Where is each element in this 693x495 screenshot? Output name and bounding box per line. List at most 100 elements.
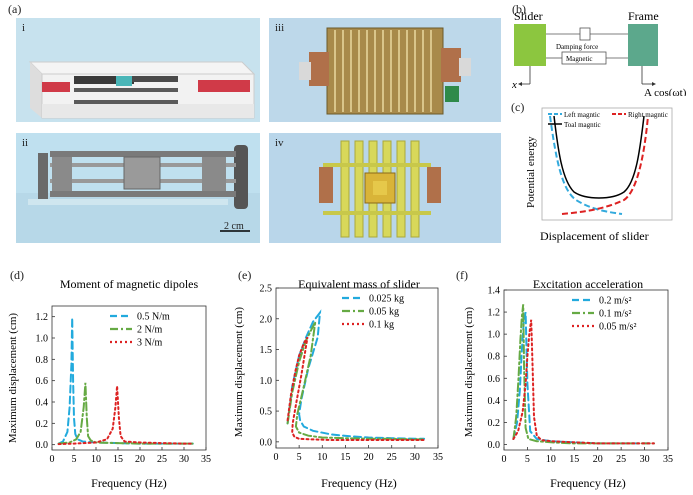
series-line [286, 321, 426, 441]
x-tick-label: 35 [663, 454, 673, 465]
x-tick-label: 5 [525, 454, 530, 465]
y-tick-label: 0.0 [488, 440, 501, 451]
legend-label: 0.025 kg [369, 294, 404, 305]
photo-i-label: i [22, 22, 26, 34]
chart-e-mass: Equivalent mass of slider Frequency (Hz)… [233, 277, 443, 490]
x-tick-label: 0 [274, 452, 279, 463]
slider-block [514, 24, 546, 66]
y-tick-label: 0.6 [36, 376, 49, 387]
x-tick-label: 15 [340, 452, 350, 463]
x-tick-label: 15 [113, 454, 123, 465]
y-tick-label: 0.8 [488, 352, 501, 363]
y-tick-label: 0.4 [488, 396, 501, 407]
x-tick-label: 20 [135, 454, 145, 465]
y-tick-label: 1.2 [36, 312, 49, 323]
chart-d-title: Moment of magnetic dipoles [60, 277, 199, 291]
right-potential-curve [561, 115, 649, 215]
photo-iii-label: iii [275, 22, 285, 34]
y-tick-label: 2.0 [260, 314, 273, 325]
y-tick-label: 0.0 [260, 437, 273, 448]
photo-ii-label: ii [22, 137, 29, 149]
chart-e-title: Equivalent mass of slider [298, 277, 420, 291]
magnetic-label: Magnetic [566, 55, 592, 63]
legend-label: 2 N/m [137, 325, 163, 336]
plot-frame [275, 287, 439, 449]
chart-d-xlabel: Frequency (Hz) [91, 476, 167, 490]
panel-label-c: (c) [511, 100, 525, 114]
legend-total: Toal magntic [564, 121, 601, 129]
series-line [57, 382, 194, 445]
photo-ii-device: ii 2 cm [16, 133, 260, 243]
legend-label: 0.5 N/m [137, 312, 170, 323]
frame-block [628, 24, 658, 66]
potential-ylabel: Potential energy [525, 136, 537, 208]
potential-xlabel: Displacement of slider [540, 229, 649, 243]
series-line [286, 309, 426, 440]
plot-frame [51, 305, 207, 451]
series-line [57, 385, 194, 446]
legend-left: Left magntic [564, 111, 600, 119]
chart-f-xlabel: Frequency (Hz) [550, 476, 626, 490]
y-tick-label: 0.4 [36, 398, 49, 409]
total-potential-curve [553, 115, 645, 199]
photo-iv-label: iv [275, 137, 284, 149]
y-tick-label: 2.5 [260, 284, 273, 295]
y-tick-label: 0.0 [36, 440, 49, 451]
chart-d-ylabel: Maximum displacement (cm) [7, 313, 19, 443]
chart-f-title: Excitation acceleration [533, 277, 643, 291]
legend-label: 0.2 m/s² [599, 296, 631, 307]
x-tick-label: 5 [297, 452, 302, 463]
excitation-label: A cos(ωt) [644, 87, 687, 96]
y-tick-label: 1.5 [260, 345, 273, 356]
y-tick-label: 1.2 [488, 308, 501, 319]
slider-label: Slider [514, 9, 543, 23]
y-tick-label: 1.4 [488, 286, 501, 297]
x-tick-label: 35 [201, 454, 211, 465]
x-tick-label: 30 [410, 452, 420, 463]
chart-d-moment: Moment of magnetic dipoles Frequency (Hz… [7, 277, 211, 490]
x-tick-label: 15 [569, 454, 579, 465]
y-tick-label: 0.2 [488, 418, 501, 429]
photo-i-render: i [16, 18, 260, 122]
pcb-graphic [299, 27, 471, 115]
y-tick-label: 1.0 [488, 330, 501, 341]
board-graphic [319, 140, 441, 238]
device-photo-graphic [16, 145, 260, 243]
legend-label: 0.1 kg [369, 320, 394, 331]
scale-bar-label: 2 cm [224, 221, 244, 232]
series-line [512, 319, 655, 445]
x-tick-label: 25 [387, 452, 397, 463]
damping-label: Damping force [556, 43, 598, 51]
x-tick-label: 25 [157, 454, 167, 465]
plot-frame [503, 289, 669, 451]
x-tick-label: 5 [72, 454, 77, 465]
legend-label: 0.05 m/s² [599, 322, 636, 333]
chart-f-acceleration: Excitation acceleration Frequency (Hz) M… [463, 277, 673, 490]
y-tick-label: 0.6 [488, 374, 501, 385]
left-potential-curve [549, 115, 623, 215]
x-tick-label: 30 [179, 454, 189, 465]
x-tick-label: 10 [91, 454, 101, 465]
y-tick-label: 0.2 [36, 419, 49, 430]
photo-iv-board: iv [269, 133, 501, 243]
potential-plot-frame [541, 107, 673, 221]
frame-label: Frame [628, 9, 659, 23]
y-tick-label: 0.8 [36, 355, 49, 366]
panel-label-b: (b) [512, 2, 526, 16]
legend-label: 3 N/m [137, 338, 163, 349]
chart-f-ylabel: Maximum displacement (cm) [463, 307, 475, 437]
legend-right: Right magntic [628, 111, 668, 119]
y-tick-label: 1.0 [260, 376, 273, 387]
y-tick-label: 1.0 [36, 334, 49, 345]
x-tick-label: 10 [317, 452, 327, 463]
x-tick-label: 35 [433, 452, 443, 463]
x-tick-label: 0 [50, 454, 55, 465]
legend-label: 0.1 m/s² [599, 309, 631, 320]
y-tick-label: 0.5 [260, 407, 273, 418]
chart-e-ylabel: Maximum displacement (cm) [233, 307, 245, 437]
photo-iii-pcb: iii [269, 18, 501, 122]
series-line [57, 317, 194, 445]
device-render-graphic [28, 61, 256, 119]
panel-label-a: (a) [8, 2, 22, 16]
x-label: x [512, 79, 517, 91]
